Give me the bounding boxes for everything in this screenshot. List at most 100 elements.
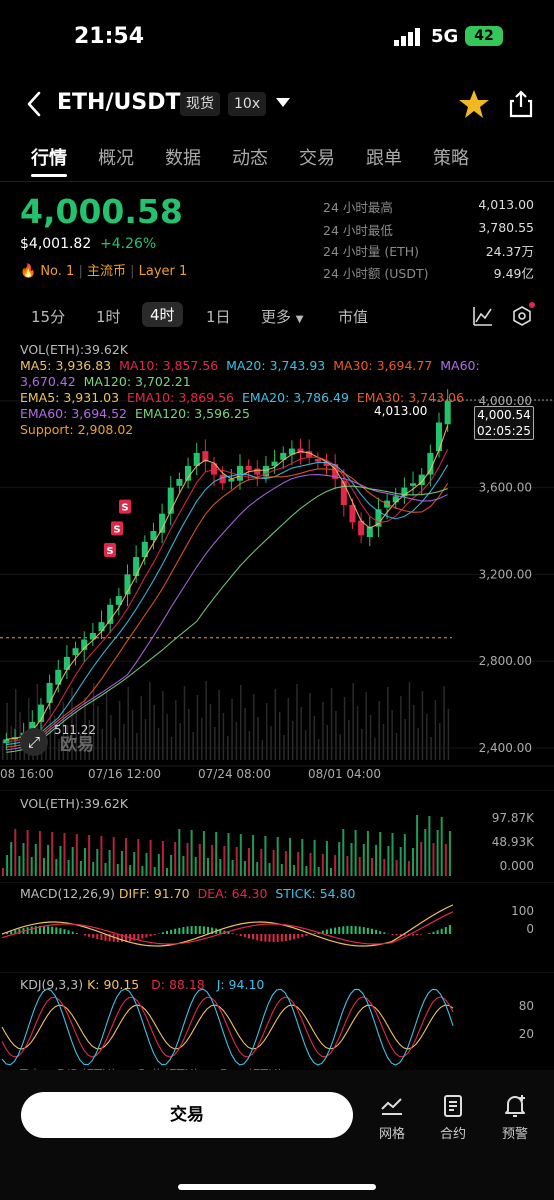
volume-bar [137,839,140,876]
kdj-j: J: 94.10 [216,977,265,992]
macd-bar [338,926,341,934]
sell-marker-box [104,543,116,558]
macd-bar [260,934,263,942]
alert-tab[interactable]: 预警 [490,1093,540,1142]
kdj-chart[interactable]: 80 20 [0,972,554,1068]
interval-marketcap[interactable]: 市值 [338,308,369,326]
volume-bar [378,701,380,760]
share-icon[interactable] [508,88,534,118]
volume-bar [391,710,393,760]
volume-bar [244,708,246,760]
volume-bar [116,864,119,876]
x-tick-label: 08 16:00 [0,767,54,781]
volume-bar [215,832,218,876]
volume-bar [153,867,156,876]
volume-bar [161,841,164,876]
macd-bar [264,934,267,942]
tab-copy[interactable]: 跟单 [366,148,402,169]
volume-bar [309,853,312,876]
volume-bar [362,844,365,876]
macd-bar [43,926,45,934]
chevron-down-icon[interactable] [276,98,290,107]
candle-body [435,422,443,452]
pair-title[interactable]: ETH/USDT [57,90,181,115]
volume-bar [395,860,398,876]
ma5-legend: MA5: 3,936.83 [20,358,112,373]
volume-chart[interactable]: 97.87K 48.93K 0.000 [0,790,554,882]
tab-news[interactable]: 动态 [232,148,268,169]
volume-bar [92,862,95,876]
candle-body [427,452,434,475]
volume-bar [291,721,294,760]
macd-bar [420,934,423,935]
indicator-icon[interactable] [473,306,493,326]
candle-body [280,452,287,460]
x-tick-label: 07/24 08:00 [198,767,271,781]
category-badge[interactable]: 主流币 [86,264,126,279]
rank-badge[interactable]: No. 1 [40,264,75,279]
volume-bar [338,842,341,876]
price-chart[interactable]: 4,000.00 3,600.00 3,200.00 2,800.00 2,400.00… [0,340,554,786]
volume-bar [136,733,138,760]
candle-body [245,465,252,471]
trade-button[interactable]: 交易 [21,1092,353,1138]
back-icon[interactable] [22,90,48,118]
volume-bar [162,691,164,760]
interval-1h[interactable]: 1时 [96,308,121,326]
candle-body [37,704,44,722]
macd-bar [104,934,107,941]
macd-bar [170,929,173,934]
interval-15m[interactable]: 15分 [31,308,66,326]
sell-marker-box [111,521,123,536]
macd-bar [125,934,127,942]
candle-body [418,474,425,486]
volume-bar [196,695,199,760]
candle-body [366,526,373,538]
fullscreen-icon[interactable]: ⤢ [20,728,48,756]
volume-bar [265,703,268,760]
volume-bar [391,833,394,876]
tab-overview[interactable]: 概况 [98,148,134,169]
tab-data[interactable]: 数据 [165,148,201,169]
volume-bar [58,739,60,760]
volume-bar [317,739,320,760]
macd-bar [67,930,70,934]
volume-bar [335,711,337,760]
volume-bar [365,692,367,760]
tab-market[interactable]: 行情 [31,148,67,169]
layer-badge[interactable]: Layer 1 [138,264,188,279]
macd-bar [51,926,54,934]
macd-bar [47,926,50,934]
star-icon[interactable] [458,88,490,120]
volume-bar [188,709,190,760]
candle-body [55,669,62,685]
low-marker: 511.22 [54,723,96,737]
volume-bar [34,844,37,876]
macd-bar [18,929,21,934]
volume-bar [270,726,272,760]
volume-bar [287,698,290,760]
settings-icon[interactable] [512,306,532,326]
macd-bar [325,929,328,934]
volume-bar [223,846,226,876]
grid-tab[interactable]: 网格 [367,1093,417,1142]
volume-bar [426,714,428,760]
candle-body [3,739,10,744]
contract-tab[interactable]: 合约 [428,1093,478,1142]
volume-bar [6,703,8,760]
macd-bar [330,928,332,934]
interval-4h[interactable]: 4时 [142,302,183,327]
interval-more[interactable]: 更多 ▼ [261,306,304,327]
volume-bar [14,689,17,760]
macd-bar [440,928,443,934]
volume-bar [256,862,259,876]
tab-strategy[interactable]: 策略 [433,148,469,169]
macd-bar [186,926,189,934]
volume-bar [182,856,185,876]
volume-bar [444,844,447,876]
interval-1d[interactable]: 1日 [206,308,231,326]
tab-trade[interactable]: 交易 [299,148,335,169]
macd-bar [366,927,369,934]
volume-bar [330,868,332,876]
